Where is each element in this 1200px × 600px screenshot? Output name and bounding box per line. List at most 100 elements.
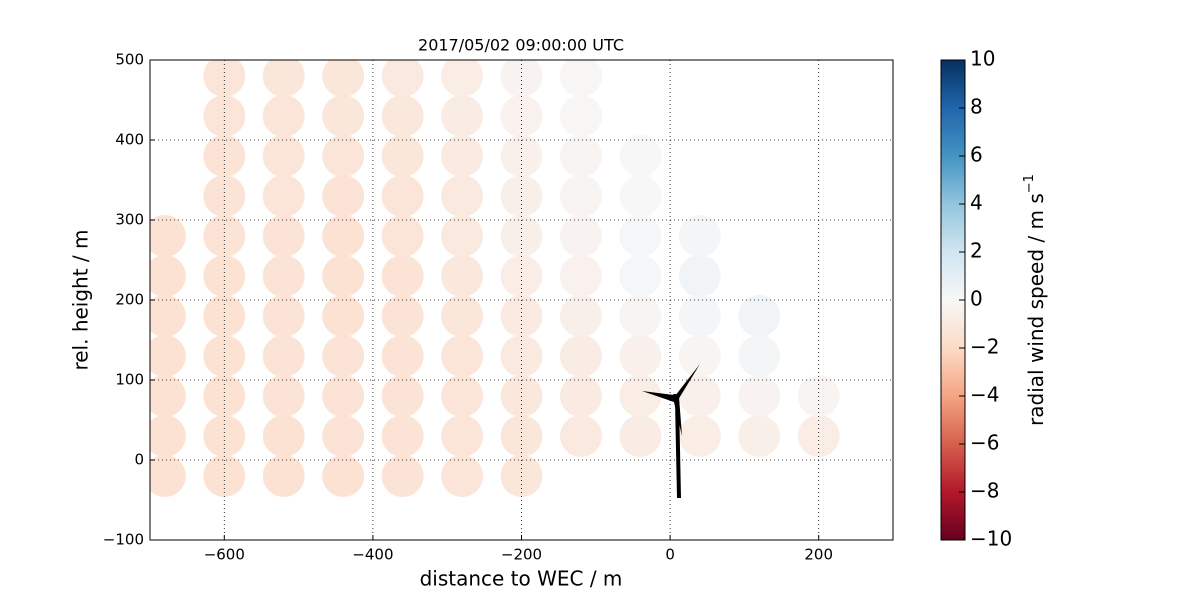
scatter-point [619, 415, 662, 457]
y-tick-label: 300 [115, 211, 144, 229]
scatter-point [262, 295, 305, 337]
colorbar-tick-label: 0 [970, 287, 983, 311]
colorbar-tick-label: −2 [970, 335, 999, 359]
scatter-point [262, 95, 305, 137]
colorbar-tick-label: 8 [970, 95, 983, 119]
scatter-point [262, 255, 305, 297]
turbine-hub [671, 394, 679, 402]
scatter-point [262, 215, 305, 257]
y-tick-label: 400 [115, 131, 144, 149]
scatter-point [322, 175, 365, 217]
scatter-point [559, 175, 602, 217]
scatter-point [322, 60, 365, 97]
colorbar-label: radial wind speed / m s−1 [1022, 174, 1048, 426]
turbine-blade [673, 397, 682, 436]
scatter-point [381, 255, 424, 297]
scatter-point [441, 60, 484, 97]
scatter-point [262, 455, 305, 497]
scatter-point [381, 455, 424, 497]
scatter-point [262, 60, 305, 97]
scatter-point [322, 135, 365, 177]
scatter-point [381, 60, 424, 97]
scatter-point [322, 215, 365, 257]
y-axis-label: rel. height / m [69, 229, 93, 370]
scatter-point [322, 255, 365, 297]
scatter-point [738, 375, 781, 417]
scatter-point [441, 175, 484, 217]
x-axis-label: distance to WEC / m [420, 567, 623, 591]
y-tick-label: −100 [103, 531, 144, 549]
scatter-point [559, 135, 602, 177]
scatter-point [150, 295, 186, 337]
scatter-point [559, 295, 602, 337]
turbine [642, 364, 700, 499]
scatter-point [559, 335, 602, 377]
colorbar-tick-label: −8 [970, 479, 999, 503]
colorbar-label-sup: −1 [1022, 174, 1037, 193]
scatter-point [262, 415, 305, 457]
x-tick-label: −200 [501, 546, 542, 564]
colorbar-tick-label: −4 [970, 383, 999, 407]
scatter-point [381, 215, 424, 257]
scatter-point [619, 175, 662, 217]
x-tick-label: 0 [665, 546, 675, 564]
x-tick-label: −600 [204, 546, 245, 564]
scatter-point [441, 455, 484, 497]
scatter-point [619, 335, 662, 377]
scatter-point [322, 415, 365, 457]
colorbar-tick-label: −10 [970, 527, 1012, 551]
scatter-point [441, 135, 484, 177]
scatter-point [738, 295, 781, 337]
scatter-point [678, 295, 721, 337]
scatter-point [150, 215, 186, 257]
scatter-point [738, 335, 781, 377]
scatter-point [559, 215, 602, 257]
scatter-point [619, 295, 662, 337]
scatter-point [381, 95, 424, 137]
scatter-point [381, 335, 424, 377]
scatter-point [322, 95, 365, 137]
scatter-point [559, 60, 602, 97]
scatter-point [381, 295, 424, 337]
scatter-point [262, 335, 305, 377]
scatter-point [150, 375, 186, 417]
scatter-point [619, 255, 662, 297]
y-tick-label: 100 [115, 371, 144, 389]
scatter-point [559, 375, 602, 417]
scatter-point [500, 60, 543, 97]
scatter-point [441, 255, 484, 297]
turbine-tower [675, 399, 681, 499]
scatter-point [322, 295, 365, 337]
scatter-point [150, 335, 186, 377]
scatter-point [150, 255, 186, 297]
colorbar-tick-label: 4 [970, 191, 983, 215]
scatter-point [619, 375, 662, 417]
scatter-point [150, 455, 186, 497]
scatter-point [441, 95, 484, 137]
colorbar-label-main: radial wind speed / m s [1024, 193, 1048, 426]
scatter-point [559, 255, 602, 297]
scatter-point [262, 135, 305, 177]
scatter-point [441, 415, 484, 457]
scatter-point [678, 255, 721, 297]
scatter-point [619, 215, 662, 257]
scatter-point [559, 95, 602, 137]
scatter-point [619, 135, 662, 177]
scatter-point [322, 335, 365, 377]
scatter-point [203, 60, 246, 97]
x-tick-label: 200 [804, 546, 833, 564]
colorbar-tick-label: 10 [970, 47, 995, 71]
scatter-point [441, 215, 484, 257]
scatter-point [441, 375, 484, 417]
scatter-point [559, 415, 602, 457]
scatter-point [262, 175, 305, 217]
colorbar-tick-label: 2 [970, 239, 983, 263]
scatter-point [381, 135, 424, 177]
colorbar-tick-label: 6 [970, 143, 983, 167]
scatter-point [678, 215, 721, 257]
grid [150, 59, 893, 541]
chart-title: 2017/05/02 09:00:00 UTC [418, 36, 624, 55]
y-tick-label: 200 [115, 291, 144, 309]
